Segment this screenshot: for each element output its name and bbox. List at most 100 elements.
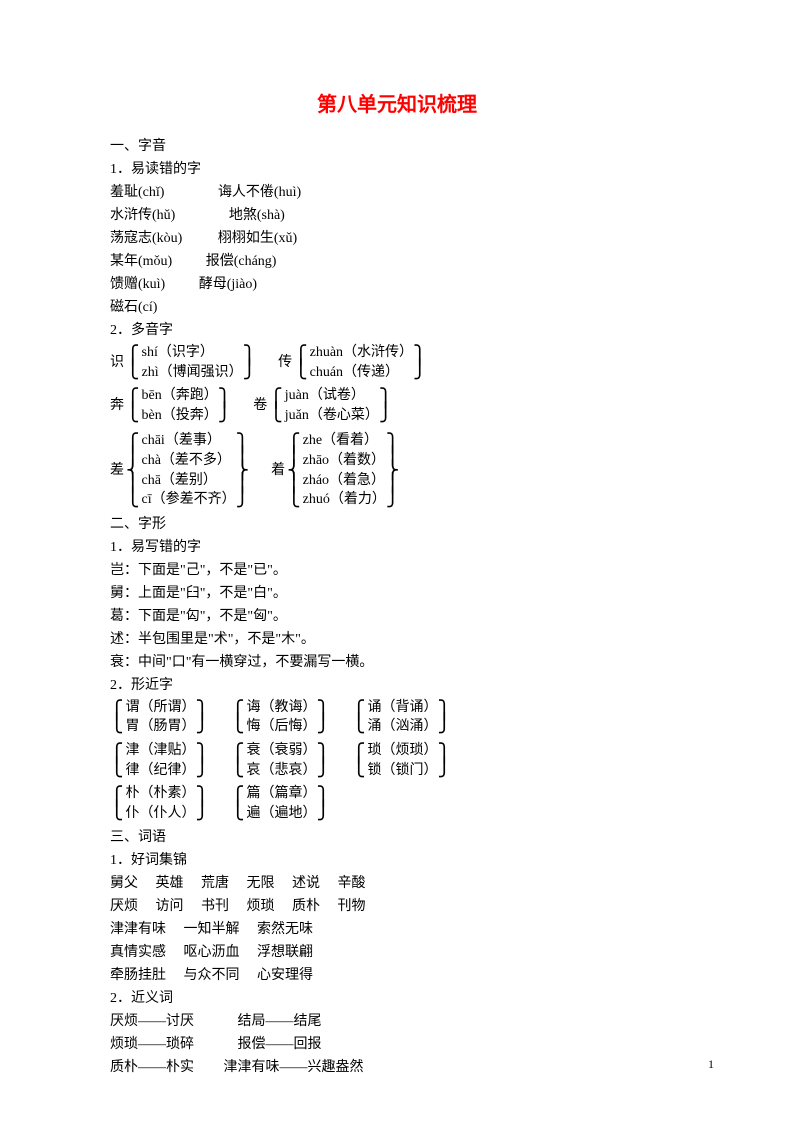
word: 舅父 xyxy=(110,873,138,894)
polyphone-reading: shí（识字） xyxy=(142,343,243,363)
polyphone-reading: chā（差别） xyxy=(142,471,236,491)
word: 无限 xyxy=(247,873,275,894)
subsection-3-1: 1．好词集锦 xyxy=(110,850,684,871)
right-brace-icon: ⎫⎭ xyxy=(379,392,393,419)
similar-char-group: ⎧⎩ 衰（衰弱） 哀（悲哀） ⎫⎭ xyxy=(231,741,330,780)
similar-char: 律（纪律） xyxy=(126,761,196,781)
right-brace-icon: ⎫⎪⎬⎪⎭ xyxy=(236,437,250,505)
word: 烦琐 xyxy=(247,896,275,917)
pinyin-line: 馈赠(kuì) 酵母(jiào) xyxy=(110,274,684,295)
right-brace-icon: ⎫⎭ xyxy=(413,349,427,376)
subsection-1-1: 1．易读错的字 xyxy=(110,159,684,180)
polyphone-group: 识 ⎧⎩ shí（识字） zhì（博闻强识） ⎫⎭ xyxy=(110,343,256,382)
subsection-2-1: 1．易写错的字 xyxy=(110,537,684,558)
right-brace-icon: ⎫⎭ xyxy=(218,392,232,419)
polyphone-char: 奔 xyxy=(110,395,124,416)
left-brace-icon: ⎧⎪⎨⎪⎩ xyxy=(126,437,140,505)
word: 辛酸 xyxy=(338,873,366,894)
synonym-pair: 厌烦——讨厌 xyxy=(110,1014,194,1029)
right-brace-icon: ⎫⎭ xyxy=(317,747,331,774)
left-brace-icon: ⎧⎩ xyxy=(110,790,124,817)
left-brace-icon: ⎧⎩ xyxy=(269,392,283,419)
synonym-line: 厌烦——讨厌 结局——结尾 xyxy=(110,1011,684,1032)
similar-char-group: ⎧⎩ 诲（教诲） 悔（后悔） ⎫⎭ xyxy=(231,698,330,737)
polyphone-char: 着 xyxy=(271,460,285,481)
similar-char: 哀（悲哀） xyxy=(247,761,317,781)
left-brace-icon: ⎧⎩ xyxy=(126,349,140,376)
right-brace-icon: ⎫⎭ xyxy=(317,790,331,817)
pinyin-item: 荡寇志(kòu) xyxy=(110,231,182,246)
word-row: 厌烦 访问 书刊 烦琐 质朴 刊物 xyxy=(110,896,684,917)
pinyin-item: 地煞(shà) xyxy=(229,208,285,223)
word: 真情实感 xyxy=(110,942,166,963)
word-row: 舅父 英雄 荒唐 无限 述说 辛酸 xyxy=(110,873,684,894)
similar-char: 津（津贴） xyxy=(126,741,196,761)
polyphone-reading: chuán（传递） xyxy=(310,363,413,383)
similar-char: 谓（所谓） xyxy=(126,698,196,718)
similar-char-group: ⎧⎩ 朴（朴素） 仆（仆人） ⎫⎭ xyxy=(110,784,209,823)
polyphone-reading: zháo（着急） xyxy=(303,471,386,491)
pinyin-item: 酵母(jiào) xyxy=(199,277,257,292)
section-head-1: 一、字音 xyxy=(110,136,684,157)
similar-char: 遍（遍地） xyxy=(247,804,317,824)
word: 厌烦 xyxy=(110,896,138,917)
similar-char-group: ⎧⎩ 谓（所谓） 胃（肠胃） ⎫⎭ xyxy=(110,698,209,737)
polyphone-group: 差 ⎧⎪⎨⎪⎩ chāi（差事） chà（差不多） chā（差别） cī（参差不… xyxy=(110,431,249,509)
synonym-pair: 津津有味——兴趣盎然 xyxy=(224,1060,364,1075)
pinyin-item: 羞耻(chǐ) xyxy=(110,185,164,200)
synonym-pair: 结局——结尾 xyxy=(238,1014,322,1029)
page-number: 1 xyxy=(708,1055,714,1073)
polyphone-group: 传 ⎧⎩ zhuàn（水浒传） chuán（传递） ⎫⎭ xyxy=(278,343,426,382)
pinyin-line: 某年(mǒu) 报偿(cháng) xyxy=(110,251,684,272)
word-row: 真情实感 呕心沥血 浮想联翩 xyxy=(110,942,684,963)
note-line: 葛：下面是"匃"，不是"匈"。 xyxy=(110,606,684,627)
subsection-1-2: 2．多音字 xyxy=(110,320,684,341)
section-head-3: 三、词语 xyxy=(110,827,684,848)
note-line: 述：半包围里是"术"，不是"木"。 xyxy=(110,629,684,650)
word: 质朴 xyxy=(292,896,320,917)
right-brace-icon: ⎫⎭ xyxy=(196,747,210,774)
polyphone-group: 卷 ⎧⎩ juàn（试卷） juǎn（卷心菜） ⎫⎭ xyxy=(253,386,392,425)
left-brace-icon: ⎧⎩ xyxy=(352,704,366,731)
polyphone-reading: chāi（差事） xyxy=(142,431,236,451)
polyphone-reading: zhe（看着） xyxy=(303,431,386,451)
polyphone-reading: bèn（投奔） xyxy=(142,406,218,426)
synonym-line: 烦琐——琐碎 报偿——回报 xyxy=(110,1034,684,1055)
pinyin-line: 水浒传(hǔ) 地煞(shà) xyxy=(110,205,684,226)
word: 刊物 xyxy=(338,896,366,917)
section-head-2: 二、字形 xyxy=(110,514,684,535)
word: 一知半解 xyxy=(184,919,240,940)
similar-char: 锁（锁门） xyxy=(368,761,438,781)
left-brace-icon: ⎧⎩ xyxy=(231,704,245,731)
right-brace-icon: ⎫⎭ xyxy=(438,747,452,774)
pinyin-item: 报偿(cháng) xyxy=(206,254,277,269)
word: 心安理得 xyxy=(257,965,313,986)
word: 英雄 xyxy=(156,873,184,894)
similar-char: 琐（烦琐） xyxy=(368,741,438,761)
similar-char: 衰（衰弱） xyxy=(247,741,317,761)
pinyin-item: 栩栩如生(xǔ) xyxy=(218,231,297,246)
polyphone-reading: bēn（奔跑） xyxy=(142,386,218,406)
polyphone-group: 奔 ⎧⎩ bēn（奔跑） bèn（投奔） ⎫⎭ xyxy=(110,386,231,425)
synonym-line: 质朴——朴实 津津有味——兴趣盎然 xyxy=(110,1057,684,1078)
pinyin-item: 馈赠(kuì) xyxy=(110,277,165,292)
left-brace-icon: ⎧⎩ xyxy=(126,392,140,419)
word: 述说 xyxy=(292,873,320,894)
left-brace-icon: ⎧⎩ xyxy=(294,349,308,376)
pinyin-line: 荡寇志(kòu) 栩栩如生(xǔ) xyxy=(110,228,684,249)
synonym-pair: 质朴——朴实 xyxy=(110,1060,194,1075)
word: 访问 xyxy=(156,896,184,917)
right-brace-icon: ⎫⎭ xyxy=(438,704,452,731)
right-brace-icon: ⎫⎪⎬⎪⎭ xyxy=(386,437,400,505)
similar-char: 篇（篇章） xyxy=(247,784,317,804)
similar-char-group: ⎧⎩ 津（津贴） 律（纪律） ⎫⎭ xyxy=(110,741,209,780)
similar-char: 诲（教诲） xyxy=(247,698,317,718)
left-brace-icon: ⎧⎩ xyxy=(110,747,124,774)
polyphone-char: 传 xyxy=(278,352,292,373)
synonym-pair: 报偿——回报 xyxy=(238,1037,322,1052)
subsection-3-2: 2．近义词 xyxy=(110,988,684,1009)
left-brace-icon: ⎧⎩ xyxy=(352,747,366,774)
polyphone-char: 差 xyxy=(110,460,124,481)
word: 书刊 xyxy=(201,896,229,917)
polyphone-reading: chà（差不多） xyxy=(142,451,236,471)
